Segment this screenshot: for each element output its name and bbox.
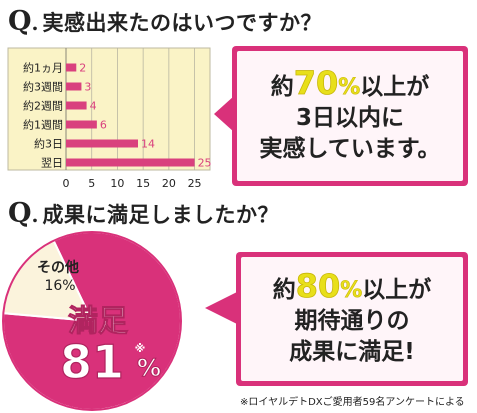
category-label: 約3週間 xyxy=(23,80,63,94)
callout-1-percent-unit: % xyxy=(338,74,361,100)
x-tick-label: 20 xyxy=(162,177,176,190)
callout-1-suffix: 以上が xyxy=(360,73,430,100)
survey-footnote: ※ロイヤルデトDXご愛用者59名アンケートによる xyxy=(240,397,465,408)
callout-2-line-1: 約80%以上が xyxy=(272,269,432,306)
pie-outline xyxy=(2,231,182,411)
category-label: 約1ヵ月 xyxy=(23,61,63,75)
bar-value-label: 6 xyxy=(100,119,107,132)
callout-2-percent: 80 xyxy=(295,266,341,305)
x-tick-label: 0 xyxy=(63,177,70,190)
q-letter: Q xyxy=(8,198,32,229)
callout-2-suffix: 以上が xyxy=(362,276,432,303)
q-dot: . xyxy=(31,203,39,227)
category-label: 約1週間 xyxy=(23,118,63,132)
x-tick-label: 15 xyxy=(136,177,150,190)
callout-1-line-3: 実感しています。 xyxy=(259,135,441,162)
callout-2-content: 約80%以上が 期待通りの 成果に満足! xyxy=(241,257,463,381)
pie-slices xyxy=(2,231,182,411)
x-tick-label: 10 xyxy=(110,177,124,190)
pie-chart: その他 16% 満足 81 ※ % xyxy=(2,231,182,411)
value-labels: 2 3 46 14 25 xyxy=(79,62,211,170)
question-1-text: 実感出来たのはいつですか？ xyxy=(42,11,322,35)
q-letter: Q xyxy=(8,6,32,37)
pie-main-unit: % xyxy=(137,354,161,382)
x-tick-label: 25 xyxy=(188,177,202,190)
bar xyxy=(66,120,97,129)
x-tick-labels: 0 5 10 15 20 25 xyxy=(63,177,202,190)
bar-value-label: 14 xyxy=(141,138,155,151)
bar xyxy=(66,101,87,110)
callout-box-1: 約70%以上が 3日以内に 実感しています。 xyxy=(232,46,468,186)
category-label: 翌日 xyxy=(41,157,63,170)
callout-1-content: 約70%以上が 3日以内に 実感しています。 xyxy=(237,51,463,181)
callout-box-2: 約80%以上が 期待通りの 成果に満足! xyxy=(236,252,468,386)
bar xyxy=(66,139,138,148)
bar-value-label: 25 xyxy=(198,157,212,170)
callout-1-pointer xyxy=(214,96,234,132)
question-1-heading: Q . 実感出来たのはいつですか？ xyxy=(8,6,322,37)
callout-2-line-2: 期待通りの xyxy=(294,307,410,334)
bar-value-label: 4 xyxy=(90,100,97,113)
callout-2-pointer xyxy=(205,292,237,324)
pie-main-label: 満足 xyxy=(68,304,128,339)
callout-2-line-3: 成果に満足! xyxy=(289,338,415,365)
callout-1-line-2: 3日以内に xyxy=(295,104,404,131)
bar-value-label: 3 xyxy=(84,81,91,94)
callout-2-percent-unit: % xyxy=(340,277,363,303)
category-label: 約2週間 xyxy=(23,99,63,113)
callout-1-percent: 70 xyxy=(293,63,339,102)
bar xyxy=(66,158,195,167)
bar xyxy=(66,63,77,72)
question-2-heading: Q . 成果に満足しましたか？ xyxy=(8,198,279,229)
x-tick-label: 5 xyxy=(88,177,95,190)
bars xyxy=(66,63,195,167)
pie-main-value: 81 xyxy=(60,335,124,389)
pie-other-label: その他 xyxy=(37,259,79,276)
callout-1-line-1: 約70%以上が xyxy=(270,66,430,103)
bar-value-label: 2 xyxy=(79,62,86,75)
pie-other-value: 16% xyxy=(44,278,75,294)
question-2-text: 成果に満足しましたか？ xyxy=(42,203,279,227)
chart-frame xyxy=(7,47,211,171)
pie-main-mark: ※ xyxy=(135,342,146,355)
bar xyxy=(66,82,82,91)
category-label: 約3日 xyxy=(34,137,63,151)
q-dot: . xyxy=(31,11,39,35)
callout-1-prefix: 約 xyxy=(270,73,294,100)
callout-2-prefix: 約 xyxy=(272,276,296,303)
